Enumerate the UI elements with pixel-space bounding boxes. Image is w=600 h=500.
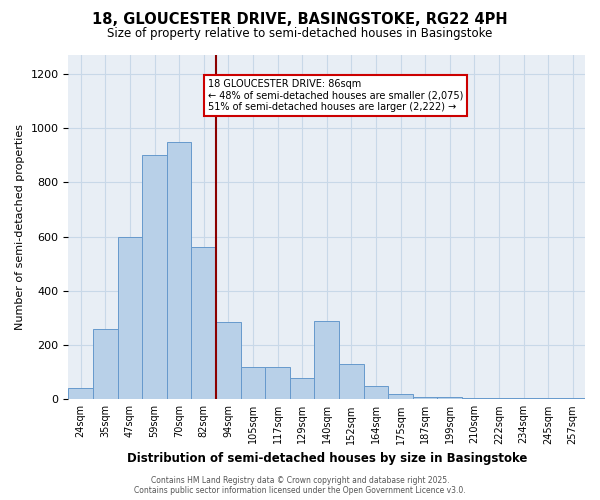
Bar [364,386,388,400]
Bar [536,398,560,400]
Bar [314,320,339,400]
Bar [290,378,314,400]
Bar [413,396,437,400]
Text: Contains HM Land Registry data © Crown copyright and database right 2025.
Contai: Contains HM Land Registry data © Crown c… [134,476,466,495]
Bar [216,322,241,400]
Text: 18, GLOUCESTER DRIVE, BASINGSTOKE, RG22 4PH: 18, GLOUCESTER DRIVE, BASINGSTOKE, RG22 … [92,12,508,28]
Bar [118,236,142,400]
Bar [265,367,290,400]
Text: 18 GLOUCESTER DRIVE: 86sqm
← 48% of semi-detached houses are smaller (2,075)
51%: 18 GLOUCESTER DRIVE: 86sqm ← 48% of semi… [208,79,463,112]
Bar [142,156,167,400]
Bar [511,398,536,400]
Bar [487,398,511,400]
Bar [339,364,364,400]
Bar [241,367,265,400]
Bar [462,398,487,400]
Text: Size of property relative to semi-detached houses in Basingstoke: Size of property relative to semi-detach… [107,28,493,40]
Bar [68,388,93,400]
Bar [388,394,413,400]
X-axis label: Distribution of semi-detached houses by size in Basingstoke: Distribution of semi-detached houses by … [127,452,527,465]
Bar [93,329,118,400]
Y-axis label: Number of semi-detached properties: Number of semi-detached properties [15,124,25,330]
Bar [437,397,462,400]
Bar [191,248,216,400]
Bar [560,398,585,400]
Bar [167,142,191,400]
